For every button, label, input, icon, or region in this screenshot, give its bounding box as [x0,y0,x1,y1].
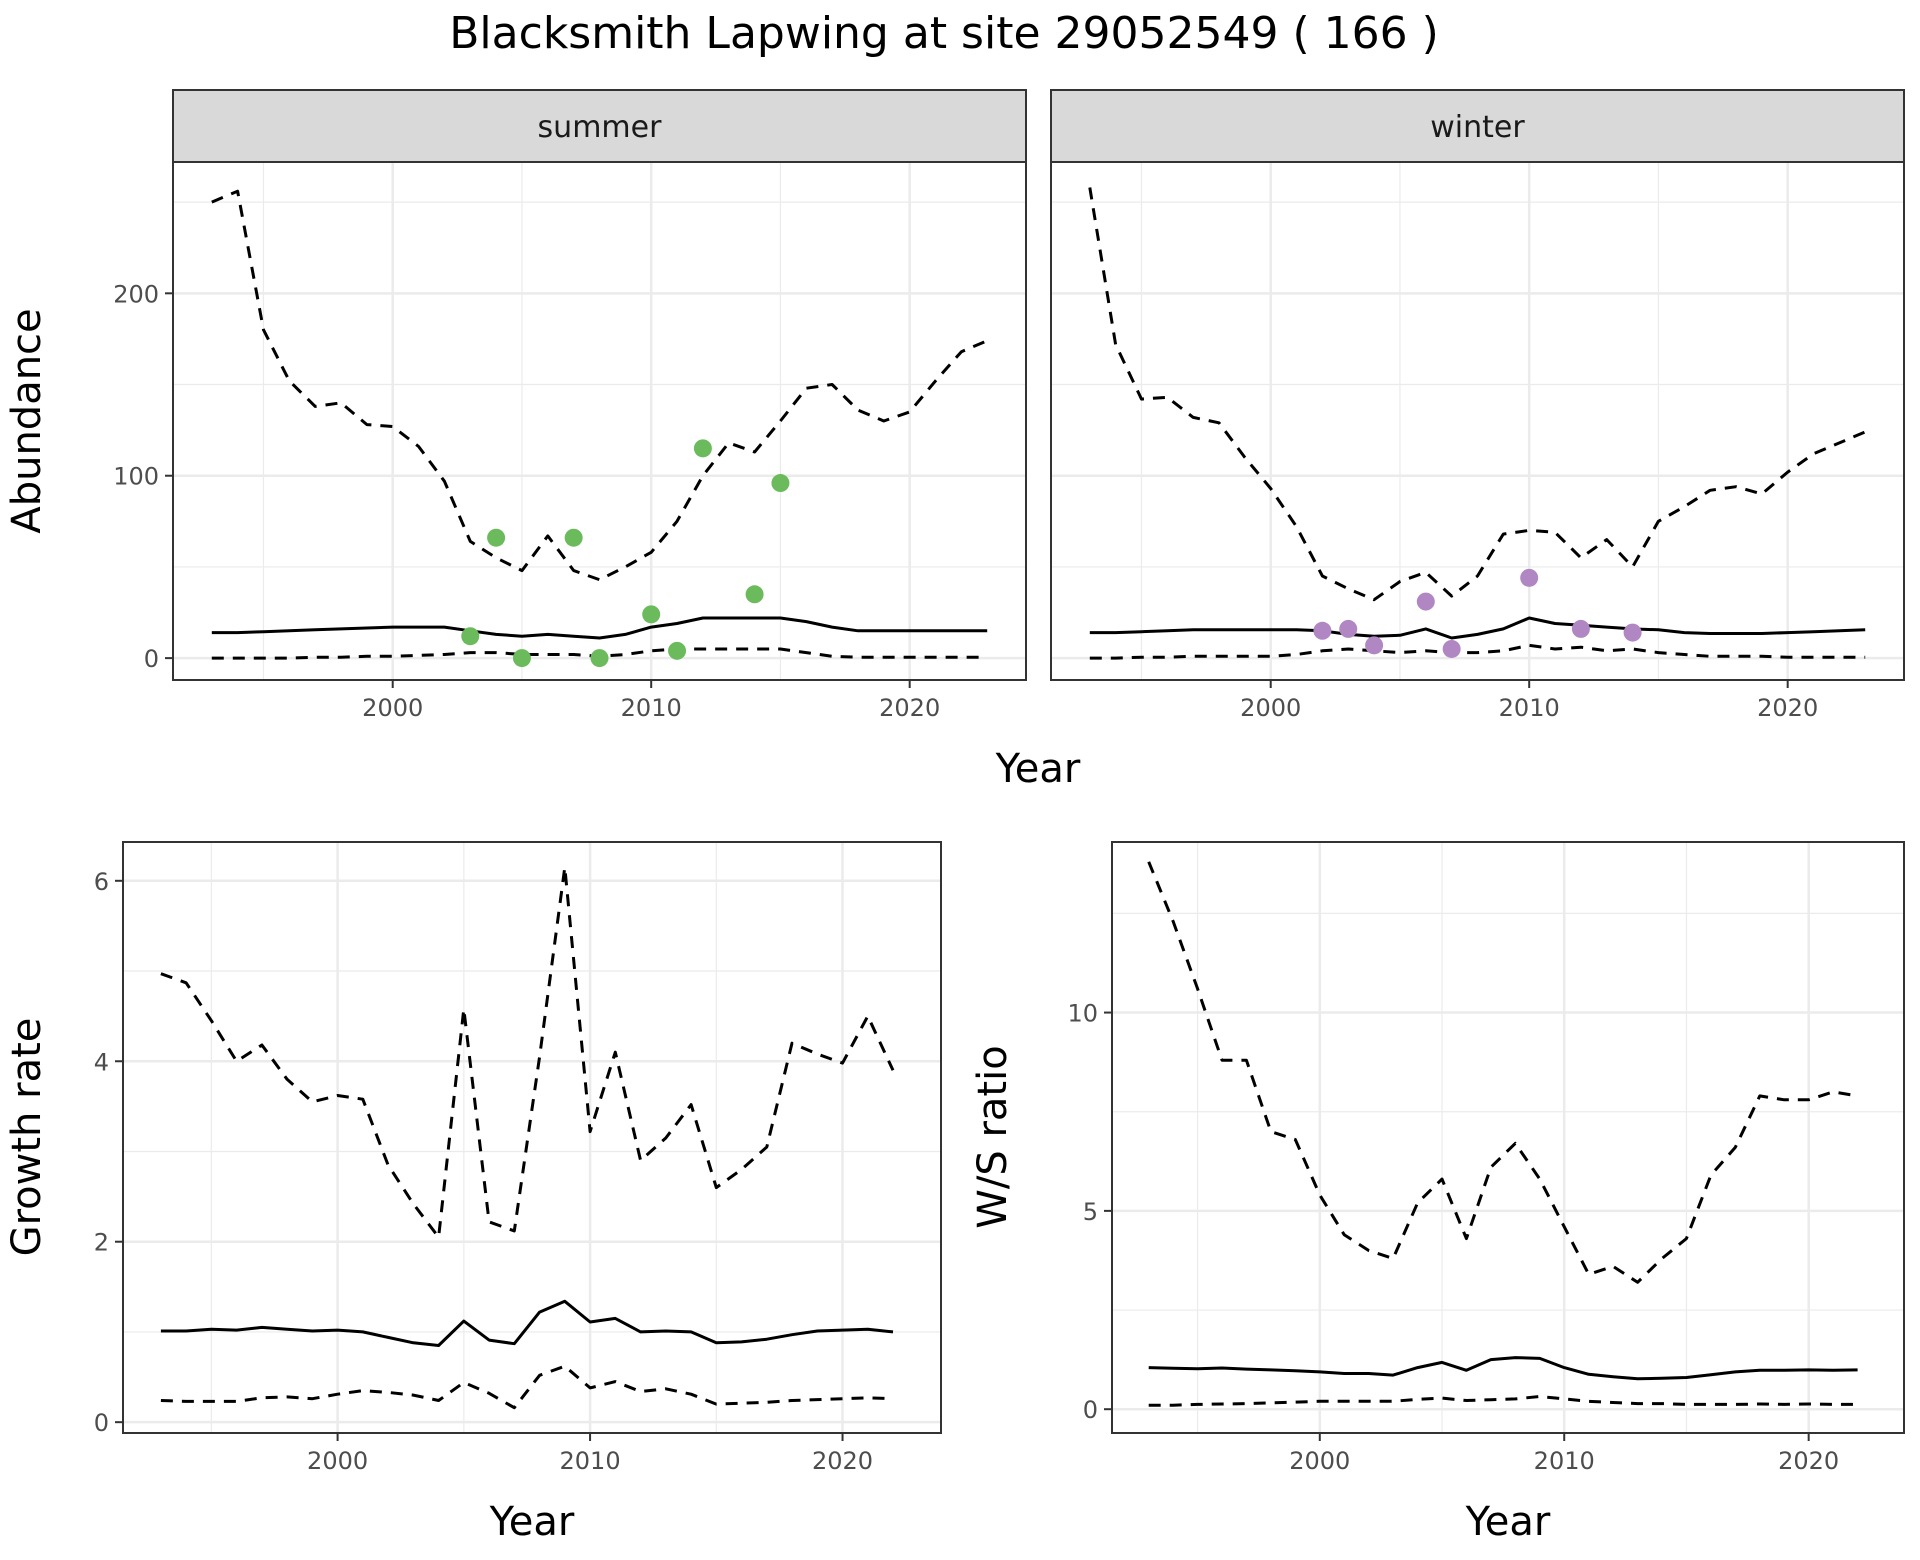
abundance-winter-grid [1051,162,1904,680]
abundance-y-axis-label: Abundance [4,308,50,533]
ws-ratio-series [1147,861,1858,1407]
summer-strip [172,89,1027,163]
growth-rate-grid [123,842,941,1433]
x-tick-label: 2000 [307,1447,368,1475]
observation-point [771,474,790,493]
abundance-winter-frame [1050,161,1905,681]
abundance-x-axis-label: Year [995,746,1081,792]
x-tick-label: 2010 [621,694,682,722]
series-line-solid [1148,1356,1858,1381]
ws-ratio-y-axis-label: W/S ratio [970,1045,1016,1228]
observation-point [642,605,661,624]
ws-ratio-plot-area [1112,842,1904,1433]
series-line-solid [211,616,988,640]
growth-rate-series [160,865,895,1410]
growth-rate-x-axis-label: Year [489,1499,575,1545]
series-line-dashed [1089,643,1866,660]
abundance-summer-frame [172,161,1027,681]
observation-point [487,528,506,547]
ws-ratio-panel: 2000 2010 2020 0 5 10 [1067,841,1905,1475]
winter-strip-label: winter [1430,110,1525,145]
observation-point [693,439,712,458]
page-title: Blacksmith Lapwing at site 29052549 ( 16… [449,8,1438,59]
series-line-solid [160,1299,894,1347]
x-tick-label: 2020 [1778,1447,1839,1475]
y-tick-label: 200 [113,280,159,308]
observation-point [590,649,609,668]
abundance-winter-ticks: 2000 2010 2020 [1240,680,1818,722]
observation-point [745,585,764,604]
y-tick-label: 0 [1083,1396,1098,1424]
x-tick-label: 2010 [1499,694,1560,722]
y-tick-label: 2 [94,1229,109,1257]
series-line-dashed [160,865,895,1239]
series-line-dashed [1148,1395,1858,1407]
growth-rate-ticks: 2000 2010 2020 0 2 4 6 [94,868,873,1475]
growth-rate-plot-area [123,842,941,1433]
observation-point [512,649,531,668]
abundance-summer-plot-area [173,162,1026,680]
x-tick-label: 2010 [560,1447,621,1475]
winter-strip [1050,89,1905,163]
abundance-winter-panel: winter 2000 2010 2020 [1050,89,1905,722]
observation-point [1623,623,1642,642]
y-tick-label: 0 [144,645,159,673]
observation-point [461,627,480,646]
ws-ratio-x-axis-label: Year [1465,1499,1551,1545]
abundance-summer-series [211,189,988,668]
abundance-winter-plot-area [1051,162,1904,680]
x-tick-label: 2010 [1534,1447,1595,1475]
series-line-solid [1089,616,1866,640]
ws-ratio-grid [1112,842,1904,1433]
observation-point [668,641,687,660]
x-tick-label: 2000 [1240,694,1301,722]
observation-point [1313,621,1332,640]
x-tick-label: 2000 [1289,1447,1350,1475]
series-line-dashed [160,1364,894,1410]
x-tick-label: 2000 [362,694,423,722]
y-tick-label: 0 [94,1409,109,1437]
ws-ratio-ticks: 2000 2010 2020 0 5 10 [1067,1000,1839,1475]
abundance-summer-panel: summer 2000 2010 2020 0 100 200 [113,89,1027,722]
x-tick-label: 2020 [1757,694,1818,722]
observation-point [564,528,583,547]
x-tick-label: 2020 [879,694,940,722]
observation-point [1416,592,1435,611]
ws-ratio-frame [1111,841,1905,1434]
growth-rate-panel: 2000 2010 2020 0 2 4 6 [94,841,942,1475]
y-tick-label: 5 [1083,1198,1098,1226]
observation-point [1339,619,1358,638]
x-tick-label: 2020 [812,1447,873,1475]
observation-point [1520,568,1539,587]
abundance-summer-grid [173,162,1026,680]
y-tick-label: 10 [1067,1000,1098,1028]
abundance-summer-ticks: 2000 2010 2020 0 100 200 [113,280,940,722]
abundance-winter-series [1088,187,1866,660]
series-line-dashed [1088,187,1866,602]
observation-point [1571,619,1590,638]
y-tick-label: 4 [94,1048,109,1076]
observation-point [1365,636,1384,655]
summer-strip-label: summer [538,110,663,145]
observation-point [1442,639,1461,658]
y-tick-label: 100 [113,463,159,491]
growth-rate-y-axis-label: Growth rate [4,1018,50,1257]
y-tick-label: 6 [94,868,109,896]
series-line-dashed [1147,861,1858,1284]
growth-rate-frame [122,841,942,1434]
